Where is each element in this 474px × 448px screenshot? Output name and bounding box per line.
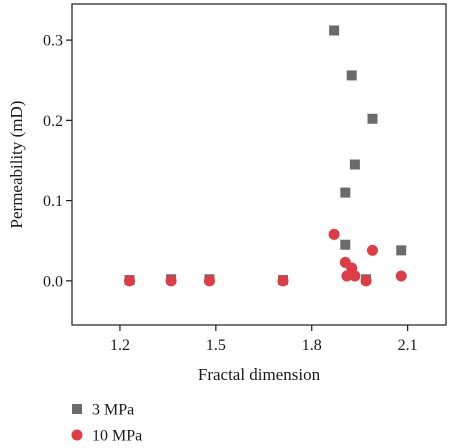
data-point-square [367, 113, 378, 124]
data-point-circle [360, 275, 372, 287]
data-point-circle [366, 244, 378, 256]
data-point-circle [124, 275, 136, 287]
legend-label: 3 MPa [92, 402, 134, 419]
x-tick-label: 1.5 [206, 337, 226, 354]
y-tick-label: 0.3 [43, 33, 63, 50]
data-point-circle [395, 270, 407, 282]
data-point-circle [203, 275, 215, 287]
data-point-square [340, 187, 351, 198]
data-point-square [346, 70, 357, 81]
data-point-circle [277, 275, 289, 287]
data-points [124, 25, 407, 287]
legend: 3 MPa 10 MPa [71, 402, 142, 445]
data-point-circle [328, 228, 340, 240]
legend-marker-square [72, 404, 82, 414]
y-axis-label: Permeability (mD) [7, 101, 26, 229]
x-tick-label: 1.2 [110, 337, 130, 354]
data-point-circle [341, 270, 353, 282]
x-tick-label: 2.1 [398, 337, 418, 354]
data-point-circle [349, 270, 361, 282]
legend-label: 10 MPa [92, 428, 142, 445]
x-axis-label: Fractal dimension [198, 365, 321, 384]
x-axis-ticks: 1.2 1.5 1.8 2.1 [110, 325, 418, 354]
y-axis-ticks: 0.0 0.1 0.2 0.3 [43, 33, 72, 290]
y-tick-label: 0.2 [43, 113, 63, 130]
y-tick-label: 0.0 [43, 273, 63, 290]
data-point-square [349, 159, 360, 170]
data-point-square [396, 245, 407, 256]
legend-marker-circle [71, 429, 83, 441]
y-tick-label: 0.1 [43, 193, 63, 210]
x-tick-label: 1.8 [302, 337, 322, 354]
plot-frame [71, 3, 447, 326]
data-point-square [329, 25, 340, 36]
data-point-square [340, 239, 351, 250]
plot-axes [71, 3, 447, 326]
data-point-circle [165, 275, 177, 287]
